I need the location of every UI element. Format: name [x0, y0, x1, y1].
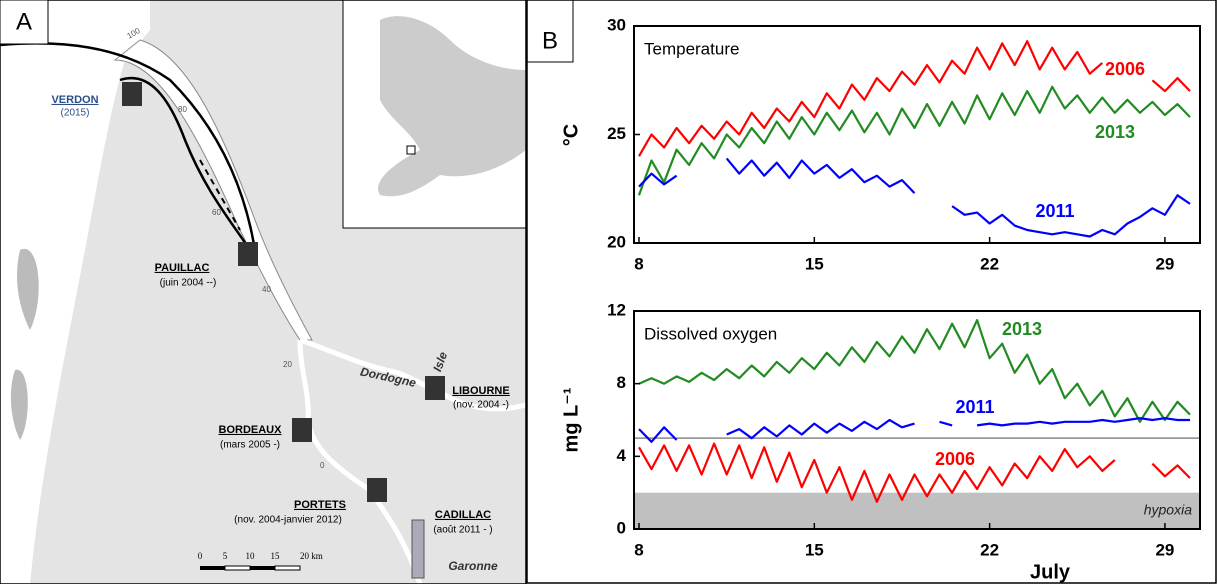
y-tick-label: 4	[617, 446, 627, 465]
river-name: Garonne	[448, 559, 498, 573]
station-name: VERDON	[51, 94, 98, 106]
panel-label: A	[16, 8, 32, 35]
inset-location	[406, 145, 416, 155]
series-line	[637, 85, 1191, 196]
dordogne-river	[299, 337, 527, 412]
series-label: 2006	[935, 449, 975, 469]
station-icon	[367, 478, 387, 502]
x-axis-label: July	[1030, 561, 1071, 583]
lake	[10, 369, 28, 440]
station-name: CADILLAC	[435, 509, 491, 521]
series-line	[638, 319, 1191, 423]
scale-segment	[200, 566, 225, 570]
x-tick-label: 22	[980, 540, 999, 559]
scale-bar: 0 5 10 15 20 km	[198, 551, 323, 571]
x-tick-label: 8	[634, 540, 643, 559]
panel-label-box	[526, 0, 574, 63]
series-line	[638, 442, 1191, 503]
series-label: 2013	[1002, 319, 1042, 339]
x-tick-label: 29	[1155, 540, 1174, 559]
km-mark: 20	[283, 360, 292, 369]
scale-label: 10	[246, 551, 256, 561]
panel-label-box	[0, 0, 49, 45]
x-tick-label: 15	[805, 254, 824, 273]
km-mark: 60	[212, 208, 221, 217]
series-line	[638, 417, 1190, 443]
chart-frame	[526, 0, 1217, 584]
scale-label: 20 km	[300, 551, 323, 561]
station-icon	[425, 376, 445, 400]
panel-label: B	[542, 27, 558, 54]
sea	[0, 0, 150, 584]
station-name: BORDEAUX	[219, 424, 283, 436]
inset-land	[390, 56, 413, 98]
map-panel: A VERDON (2015) PAUILLAC (juin 2004 --) …	[0, 0, 527, 584]
x-tick-label: 15	[805, 540, 824, 559]
hypoxia-band	[634, 492, 1200, 529]
channel	[0, 42, 257, 251]
series-label: 2011	[955, 397, 994, 417]
map-frame	[0, 0, 527, 584]
series-label: 2006	[1105, 59, 1145, 79]
garonne-river	[297, 339, 423, 584]
station-icons	[122, 82, 445, 579]
km-mark: 40	[262, 285, 271, 294]
lake	[17, 248, 39, 330]
x-tick-label: 8	[634, 254, 643, 273]
y-tick-label: 12	[607, 300, 626, 319]
channel	[119, 76, 252, 251]
station-name: PAUILLAC	[155, 262, 210, 274]
station-icon	[411, 519, 425, 579]
plot: hypoxia 2013 2011 2006 Dissolved oxygen 0 4 8 12…	[560, 300, 1201, 583]
y-tick-label: 0	[617, 518, 626, 537]
station-period: (mars 2005 -)	[220, 440, 280, 451]
plot-title: Dissolved oxygen	[644, 324, 777, 343]
series-line	[638, 40, 1191, 157]
km-mark: 80	[178, 105, 187, 114]
station-icon	[122, 82, 142, 106]
x-tick-label: 22	[980, 254, 999, 273]
station-period: (août 2011 - )	[433, 525, 492, 536]
plot-title: Temperature	[644, 39, 739, 58]
channel	[199, 159, 241, 231]
scale-segment	[250, 566, 275, 570]
series-label: 2013	[1095, 122, 1135, 142]
y-tick-label: 30	[607, 15, 626, 34]
scale-segment	[224, 565, 251, 571]
station-period: (nov. 2004-janvier 2012)	[234, 515, 342, 526]
station-name: LIBOURNE	[452, 385, 509, 397]
y-tick-label: 20	[607, 232, 626, 251]
station-period: (nov. 2004 -)	[453, 400, 509, 411]
y-axis-label: mg L⁻¹	[560, 387, 582, 452]
plot-frame	[633, 310, 1201, 530]
scale-label: 15	[271, 551, 281, 561]
y-axis-label: °C	[560, 124, 582, 146]
scale-label: 0	[198, 551, 203, 561]
band-label: hypoxia	[1144, 502, 1192, 518]
station-icon	[292, 418, 312, 442]
series-line	[638, 157, 1191, 238]
km-mark: 0	[320, 461, 325, 470]
station-name: PORTETS	[294, 499, 346, 511]
y-tick-label: 25	[607, 124, 626, 143]
inset-land	[378, 16, 526, 197]
station-period: (juin 2004 --)	[160, 278, 217, 289]
y-tick-label: 8	[617, 373, 626, 392]
x-tick-label: 29	[1155, 254, 1174, 273]
scale-segment	[274, 565, 301, 571]
scale-label: 5	[223, 551, 228, 561]
station-period: (2015)	[61, 108, 90, 119]
station-icon	[238, 242, 258, 266]
estuary	[113, 39, 313, 341]
series-label: 2011	[1035, 201, 1074, 221]
river-name: Isle	[430, 350, 450, 374]
plot: 2006 2013 2011 Temperature 20 25 30 8 15 22 29 °C	[560, 15, 1201, 273]
